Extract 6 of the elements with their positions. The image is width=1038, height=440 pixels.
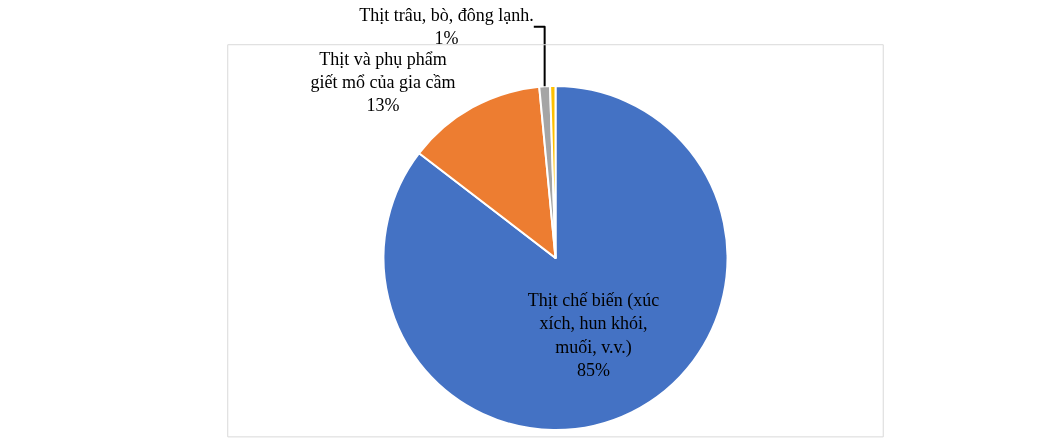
slice-label: Thịt trâu, bò, đông lạnh.: [359, 5, 534, 26]
data-label: 85%: [577, 360, 611, 381]
data-label: 13%: [366, 95, 400, 116]
data-label: 1%: [434, 28, 459, 49]
slice-label: Thịt chế biến (xúc xích, hun khói, muối, v.v.): [527, 290, 660, 358]
slice-label: Thịt và phụ phẩm giết mổ của gia cầm: [310, 48, 456, 92]
